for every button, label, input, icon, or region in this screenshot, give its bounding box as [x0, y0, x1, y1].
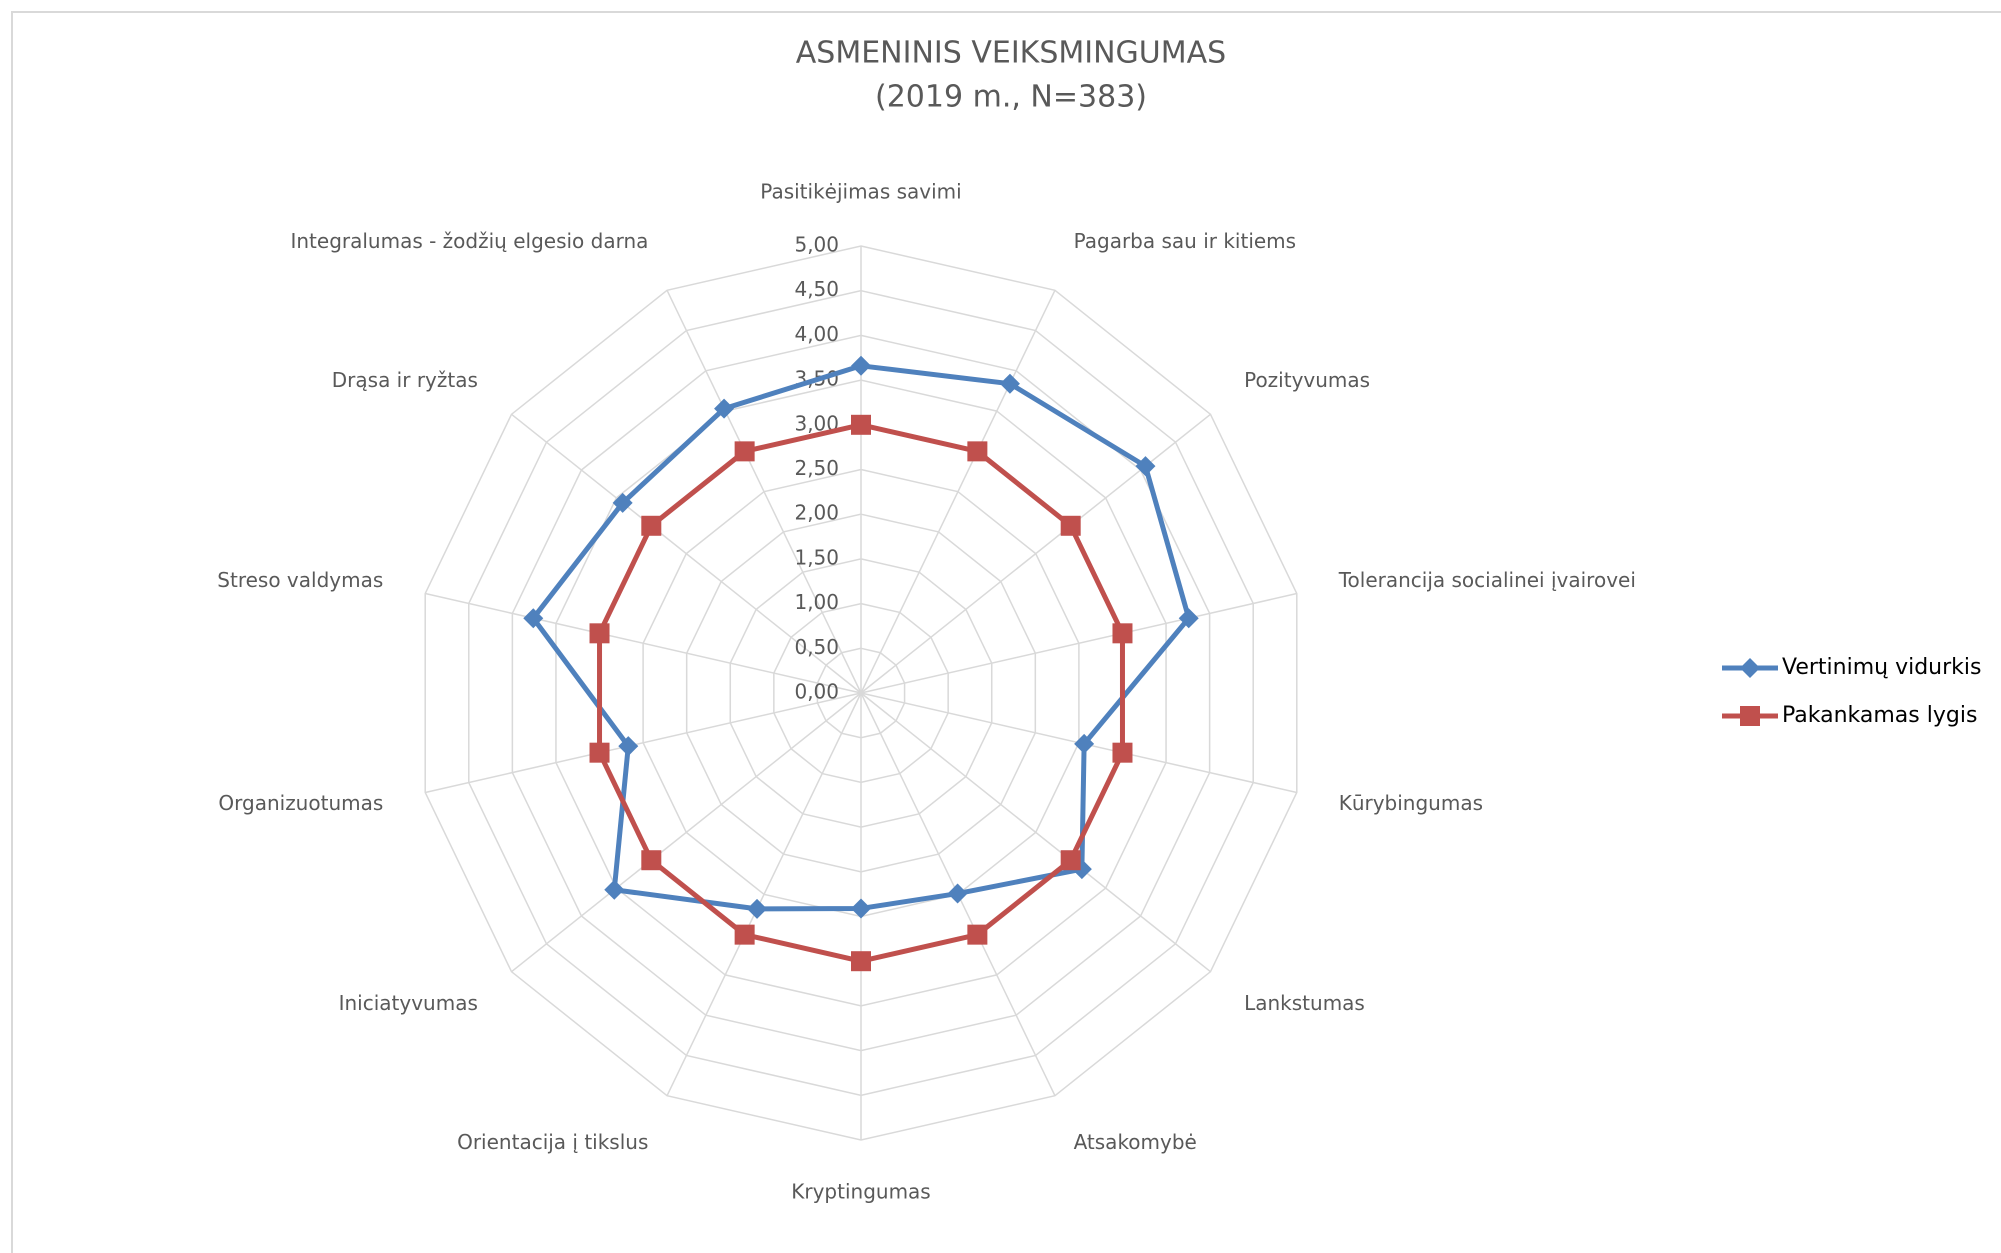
chart-frame: [11, 11, 2001, 1253]
spoke: [511, 692, 862, 973]
marker: [967, 441, 988, 462]
category-label: Iniciatyvumas: [339, 991, 478, 1015]
spoke: [860, 413, 1211, 694]
marker: [612, 492, 633, 513]
category-label: Atsakomybė: [1074, 1130, 1197, 1154]
spoke: [666, 692, 862, 1097]
r-tick-label: 5,00: [794, 233, 839, 257]
category-label: Streso valdymas: [217, 568, 383, 592]
chart-title: ASMENINIS VEIKSMINGUMAS: [796, 36, 1226, 71]
category-label: Kūrybingumas: [1339, 791, 1483, 815]
marker: [589, 623, 610, 644]
marker: [851, 414, 871, 435]
category-label: Orientacija į tikslus: [457, 1130, 648, 1154]
category-label: Organizuotumas: [218, 791, 383, 815]
legend-label: Pakankamas lygis: [1782, 703, 1977, 728]
marker: [1178, 608, 1199, 629]
r-tick-label: 0,50: [794, 635, 839, 659]
marker: [1074, 733, 1095, 754]
marker: [523, 608, 544, 629]
legend-label: Vertinimų vidurkis: [1782, 655, 1981, 680]
category-label: Drąsa ir ryžtas: [332, 368, 478, 392]
marker: [589, 742, 610, 763]
marker: [641, 515, 662, 536]
marker: [1060, 515, 1081, 536]
category-label: Tolerancija socialinei įvairovei: [1338, 568, 1636, 592]
marker: [1112, 742, 1133, 763]
r-tick-label: 1,00: [794, 590, 839, 614]
spoke: [860, 692, 1211, 973]
category-label: Lankstumas: [1244, 991, 1365, 1015]
legend-marker: [1740, 706, 1760, 726]
r-tick-label: 4,00: [794, 322, 839, 346]
category-label: Pasitikėjimas savimi: [760, 180, 961, 204]
marker: [1060, 850, 1081, 871]
spoke: [425, 692, 862, 794]
marker: [734, 441, 755, 462]
marker: [604, 879, 625, 900]
marker: [947, 883, 968, 904]
spoke: [860, 289, 1056, 694]
marker: [747, 898, 768, 919]
marker: [967, 924, 988, 945]
category-label: Kryptingumas: [791, 1180, 930, 1204]
marker: [734, 924, 755, 945]
r-tick-label: 2,00: [794, 501, 839, 525]
marker: [851, 898, 871, 919]
marker: [851, 951, 871, 972]
marker: [618, 736, 639, 757]
category-label: Pozityvumas: [1244, 368, 1370, 392]
legend-marker: [1740, 658, 1760, 678]
spoke: [666, 289, 862, 694]
marker: [851, 355, 871, 376]
marker: [999, 373, 1020, 394]
marker: [1135, 456, 1156, 477]
spoke: [425, 592, 862, 694]
marker: [714, 398, 735, 419]
r-tick-label: 1,50: [794, 545, 839, 569]
chart-subtitle: (2019 m., N=383): [875, 80, 1147, 115]
spoke: [511, 413, 862, 694]
category-label: Integralumas - žodžių elgesio darna: [290, 229, 648, 253]
marker: [1112, 623, 1133, 644]
r-tick-label: 0,00: [794, 680, 839, 704]
r-tick-label: 2,50: [794, 456, 839, 480]
marker: [641, 850, 662, 871]
r-tick-label: 4,50: [794, 277, 839, 301]
category-label: Pagarba sau ir kitiems: [1074, 229, 1297, 253]
spoke: [860, 592, 1297, 694]
